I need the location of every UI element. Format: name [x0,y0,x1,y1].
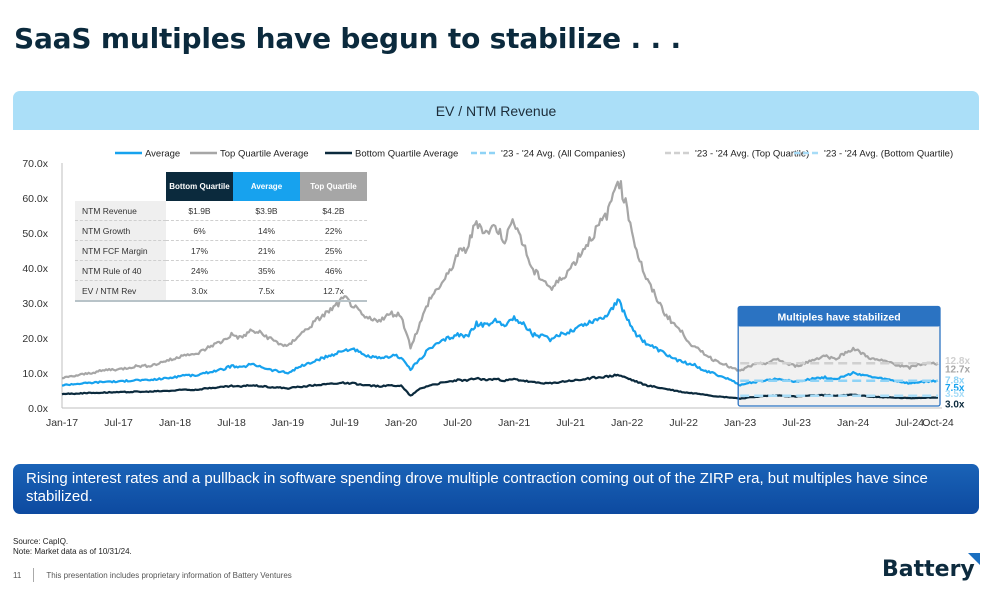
series-line-bottom_quartile [61,373,939,400]
x-tick-label: Jul-20 [443,417,472,429]
row-label: NTM Revenue [75,201,166,221]
note-text: Note: Market data as of 10/31/24. [13,547,132,556]
y-tick-label: 40.0x [22,263,48,275]
x-tick-label: Jul-22 [669,417,698,429]
x-tick-label: Oct-24 [922,417,954,429]
line-chart: Average Top Quartile Average Bottom Quarti… [22,149,970,430]
col-header-bottom: Bottom Quartile [166,172,233,201]
callout-header [738,306,940,327]
cell: 6% [166,220,233,241]
table-row: EV / NTM Rev 3.0x 7.5x 12.7x [75,280,367,302]
battery-logo: Battery [882,557,975,582]
y-tick-label: 50.0x [22,228,48,240]
cell: 46% [300,260,367,281]
y-tick-label: 20.0x [22,333,48,345]
x-tick-label: Jan-23 [724,417,756,429]
cell: 3.0x [166,280,233,302]
table-row: NTM FCF Margin 17% 21% 25% [75,240,367,261]
cell: 12.7x [300,280,367,302]
footer-divider [33,568,35,582]
disclaimer: This presentation includes proprietary i… [46,570,292,580]
end-label: 12.7x [945,365,970,376]
x-tick-label: Jan-17 [46,417,78,429]
y-axis: 0.0x 10.0x 20.0x 30.0x 40.0x 50.0x 60.0x 70.0x [22,158,63,415]
x-axis: Jan-17 Jul-17 Jan-18 Jul-18 Jan-19 Jul-19 Jan-… [46,407,954,429]
legend-label: '23 - '24 Avg. (All Companies) [501,149,625,160]
cell: 21% [233,240,300,261]
table-header-row: Bottom Quartile Average Top Quartile [75,172,367,201]
legend-label: Top Quartile Average [220,149,309,160]
takeaway-banner: Rising interest rates and a pullback in … [13,464,979,514]
x-tick-label: Jan-24 [837,417,869,429]
cell: $1.9B [166,201,233,221]
row-label: NTM Rule of 40 [75,260,166,281]
callout-frame: Multiples have stabilized [737,305,941,407]
table-row: NTM Growth 6% 14% 22% [75,220,367,241]
end-label: 7.5x [945,383,965,394]
footer: 11 This presentation includes proprietar… [13,568,292,582]
series-line-top_quartile [61,179,939,380]
end-label: 3.0x [945,400,965,411]
x-tick-label: Jan-22 [611,417,643,429]
table-corner [75,172,166,201]
end-label: 3.5x [945,389,965,400]
source-notes: Source: CapIQ. Note: Market data as of 1… [13,537,132,557]
series-lines [61,179,939,400]
col-header-average: Average [233,172,300,201]
row-label: NTM FCF Margin [75,240,166,261]
page-number: 11 [13,570,22,580]
x-tick-label: Jul-17 [104,417,133,429]
x-tick-label: Jan-18 [159,417,191,429]
source-text: Source: CapIQ. [13,537,69,546]
chart-legend: Average Top Quartile Average Bottom Quarti… [115,149,953,160]
chart-header: EV / NTM Revenue [13,91,979,130]
table-row: NTM Rule of 40 24% 35% 46% [75,260,367,281]
table-row: NTM Revenue $1.9B $3.9B $4.2B [75,201,367,221]
cell: 22% [300,220,367,241]
legend-label: Bottom Quartile Average [355,149,458,160]
row-label: NTM Growth [75,220,166,241]
col-header-top: Top Quartile [300,172,367,201]
y-tick-label: 30.0x [22,298,48,310]
end-label: 12.8x [945,356,970,367]
cell: 24% [166,260,233,281]
x-tick-label: Jan-20 [385,417,417,429]
end-label: 7.8x [945,376,965,387]
cell: $3.9B [233,201,300,221]
y-tick-label: 60.0x [22,193,48,205]
y-tick-label: 0.0x [28,403,49,415]
x-tick-label: Jul-18 [217,417,246,429]
x-tick-label: Jul-24 [895,417,924,429]
cell: 25% [300,240,367,261]
y-tick-label: 70.0x [22,158,48,170]
x-tick-label: Jan-21 [498,417,530,429]
takeaway-text: Rising interest rates and a pullback in … [26,470,928,505]
y-tick-label: 10.0x [22,368,48,380]
series-line-average [61,298,939,387]
x-tick-label: Jan-19 [272,417,304,429]
page-title: SaaS multiples have begun to stabilize .… [14,22,681,55]
chart-title: EV / NTM Revenue [435,102,557,119]
logo-triangle-icon [968,553,980,565]
row-label: EV / NTM Rev [75,280,166,302]
callout-title: Multiples have stabilized [778,312,901,324]
cell: 7.5x [233,280,300,302]
legend-label: '23 - '24 Avg. (Bottom Quartile) [824,149,953,160]
x-tick-label: Jul-19 [330,417,359,429]
cell: 14% [233,220,300,241]
cell: $4.2B [300,201,367,221]
cell: 17% [166,240,233,261]
x-tick-label: Jul-21 [556,417,585,429]
legend-label: Average [145,149,180,160]
cell: 35% [233,260,300,281]
legend-label: '23 - '24 Avg. (Top Quartile) [695,149,809,160]
x-tick-label: Jul-23 [782,417,811,429]
metrics-table: Bottom Quartile Average Top Quartile NTM… [75,172,367,302]
